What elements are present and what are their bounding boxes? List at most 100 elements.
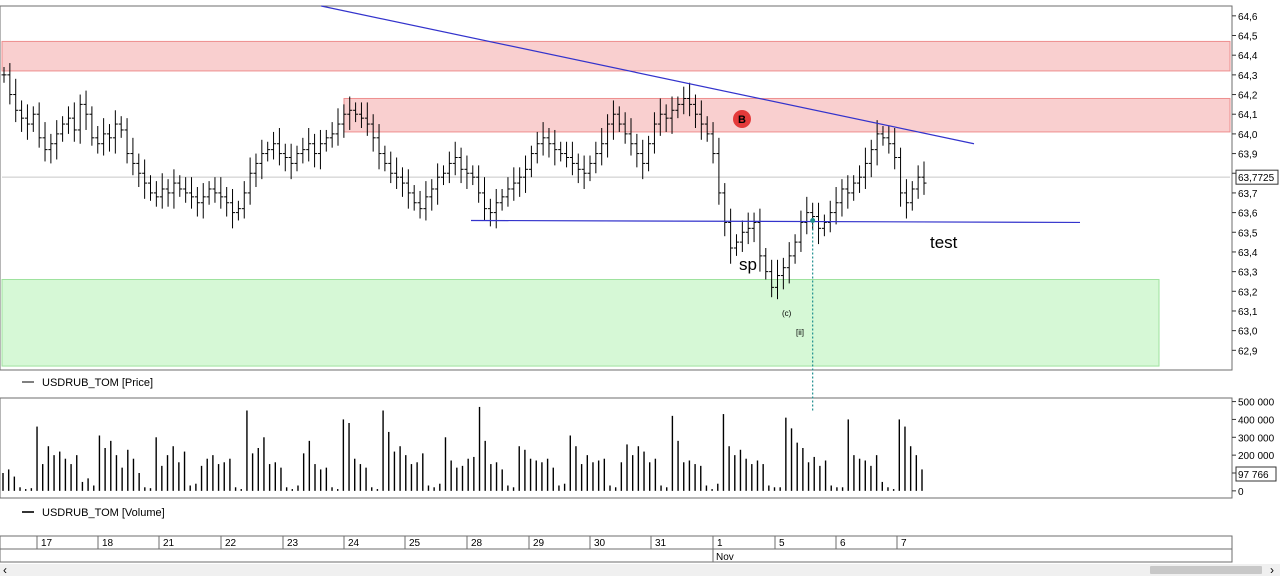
price-bar [728, 208, 734, 264]
volume-tick-label: 200 000 [1238, 451, 1275, 462]
price-bar [886, 126, 892, 154]
price-bar [399, 167, 405, 197]
price-bar [880, 126, 886, 146]
price-bar [323, 129, 329, 152]
price-bar [487, 198, 493, 227]
price-bar [862, 147, 868, 189]
price-bar [792, 234, 798, 264]
price-bar [704, 116, 710, 142]
price-bar [353, 102, 359, 123]
price-bar [83, 90, 89, 130]
support-zone [1, 278, 1160, 367]
buy-signal-label: B [738, 114, 746, 126]
price-bar [546, 127, 552, 158]
price-bar [306, 127, 312, 162]
price-bar [851, 175, 857, 201]
price-bar [259, 139, 265, 180]
price-bar [622, 112, 628, 144]
x-axis-label: 31 [655, 538, 667, 549]
price-bar [634, 133, 640, 168]
price-bar [36, 102, 42, 148]
price-tick-label: 63,0 [1238, 327, 1258, 338]
price-bar [657, 98, 663, 136]
price-bar [130, 137, 136, 176]
x-axis-label: 24 [348, 538, 360, 549]
price-bar [663, 104, 669, 132]
price-bar [230, 188, 236, 229]
price-tick-label: 64,6 [1238, 12, 1258, 23]
price-bar [189, 177, 195, 209]
price-bar [48, 133, 54, 164]
x-axis-label: 17 [41, 538, 53, 549]
annotation-sp: sp [739, 255, 757, 274]
price-bar [816, 202, 822, 245]
buy-signal-badge [733, 110, 751, 128]
price-bar [147, 175, 153, 201]
scrollbar-thumb[interactable] [1150, 566, 1262, 574]
price-bar [177, 175, 183, 197]
horizontal-scrollbar[interactable] [0, 564, 1280, 576]
price-bar [511, 167, 517, 201]
support-line[interactable] [470, 219, 1081, 224]
price-bar [382, 145, 388, 172]
price-bar [798, 210, 804, 252]
price-bar [593, 141, 599, 174]
price-bar [587, 155, 593, 182]
x-axis-label: 29 [533, 538, 545, 549]
price-bar [347, 96, 353, 130]
x-axis-month-label: Nov [716, 552, 734, 563]
price-bar [429, 179, 435, 211]
price-tick-label: 64,0 [1238, 130, 1258, 141]
price-bar [540, 122, 546, 156]
price-bar [698, 100, 704, 140]
price-bar [534, 131, 540, 164]
price-bar [329, 122, 335, 148]
price-bar [288, 143, 294, 180]
price-bar [769, 259, 775, 298]
price-bar [640, 139, 646, 180]
price-bar [874, 120, 880, 166]
price-bar [19, 100, 25, 132]
x-axis-label: 25 [409, 538, 421, 549]
price-bar [435, 163, 441, 205]
price-bar [458, 147, 464, 184]
price-bar [388, 151, 394, 184]
price-bar [124, 118, 130, 164]
price-bar [165, 179, 171, 207]
price-bar [470, 165, 476, 186]
price-bar [898, 147, 904, 207]
price-bar [212, 177, 218, 203]
price-bar [71, 102, 77, 142]
price-bar [775, 259, 781, 300]
price-bar [106, 124, 112, 152]
volume-panel [0, 397, 1233, 499]
price-bar [909, 181, 915, 211]
price-bar [42, 122, 48, 162]
price-bar [300, 137, 306, 164]
x-axis-label: 1 [717, 538, 723, 549]
price-bar [903, 179, 909, 219]
price-bar [335, 108, 341, 146]
price-bar [159, 173, 165, 209]
price-tick-label: 64,2 [1238, 91, 1258, 102]
price-bar [845, 175, 851, 209]
x-axis-label: 23 [287, 538, 299, 549]
price-tick-label: 64,3 [1238, 71, 1258, 82]
price-bar [915, 165, 921, 199]
price-bar [253, 153, 259, 188]
price-bar [646, 135, 652, 172]
price-bar [452, 141, 458, 176]
descending-trendline[interactable] [321, 5, 975, 145]
price-bar [827, 200, 833, 233]
price-bar [552, 129, 558, 166]
price-bar [142, 159, 148, 199]
price-bar [101, 118, 107, 156]
x-axis-label: 7 [901, 538, 907, 549]
price-bar [493, 188, 499, 229]
price-bar [440, 165, 446, 186]
annotation-wave-ii: [ii] [796, 328, 804, 337]
price-bar [675, 96, 681, 119]
price-bar [153, 181, 159, 207]
price-bar [751, 212, 757, 243]
